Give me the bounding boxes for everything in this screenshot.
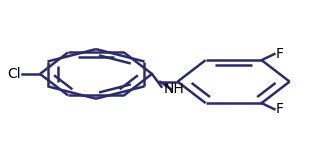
Text: NH: NH <box>163 82 184 96</box>
Text: Cl: Cl <box>7 67 21 81</box>
Text: F: F <box>276 47 284 61</box>
Text: F: F <box>276 102 284 116</box>
